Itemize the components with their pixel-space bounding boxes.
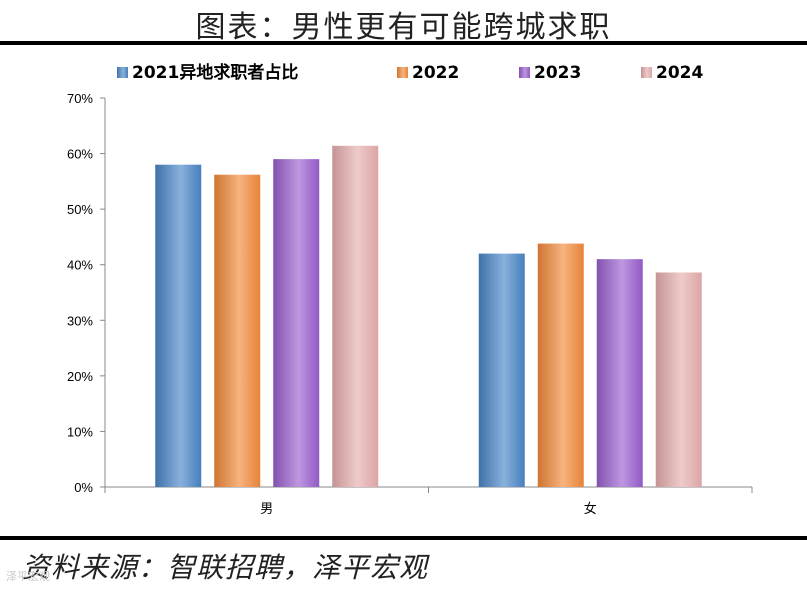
x-category-label: 女 — [584, 501, 597, 517]
y-tick-label: 40% — [67, 258, 93, 273]
legend: 2021异地求职者占比 2022 2023 2024 — [117, 62, 703, 83]
y-axis: 0% 10% 20% 30% 40% 50% 60% 70% — [67, 91, 106, 495]
legend-swatch — [117, 67, 128, 78]
bar-male-s3 — [332, 145, 379, 487]
bar-male-s2 — [273, 159, 320, 487]
legend-swatch — [397, 67, 408, 78]
legend-label: 2022 — [412, 63, 459, 83]
y-tick-label: 10% — [67, 424, 93, 439]
y-tick-label: 70% — [67, 91, 93, 106]
bottom-rule — [0, 536, 807, 540]
watermark: 泽平宏观 — [6, 570, 50, 583]
y-tick-label: 0% — [74, 480, 93, 495]
x-axis: 男女 — [104, 486, 753, 517]
legend-swatch — [641, 67, 652, 78]
source-note: 资料来源：智联招聘，泽平宏观 — [22, 551, 429, 584]
legend-swatch — [519, 67, 530, 78]
legend-label: 2021异地求职者占比 — [132, 62, 298, 83]
bar-female-s2 — [596, 259, 643, 487]
chart-title: 图表：男性更有可能跨城求职 — [195, 10, 612, 45]
bar-male-s1 — [214, 174, 261, 487]
bar-female-s0 — [478, 253, 525, 487]
bars — [155, 145, 702, 487]
bar-chart: 2021异地求职者占比 2022 2023 2024 0% 10% 20% 30% 40% 50… — [67, 62, 753, 517]
bar-female-s3 — [655, 272, 702, 487]
bar-female-s1 — [537, 243, 584, 487]
y-tick-label: 20% — [67, 369, 93, 384]
bar-male-s0 — [155, 164, 202, 487]
y-tick-label: 60% — [67, 147, 93, 162]
top-rule — [0, 41, 807, 45]
y-tick-label: 50% — [67, 202, 93, 217]
y-tick-label: 30% — [67, 313, 93, 328]
legend-label: 2023 — [534, 63, 581, 83]
legend-label: 2024 — [656, 63, 703, 83]
x-category-label: 男 — [260, 502, 273, 517]
